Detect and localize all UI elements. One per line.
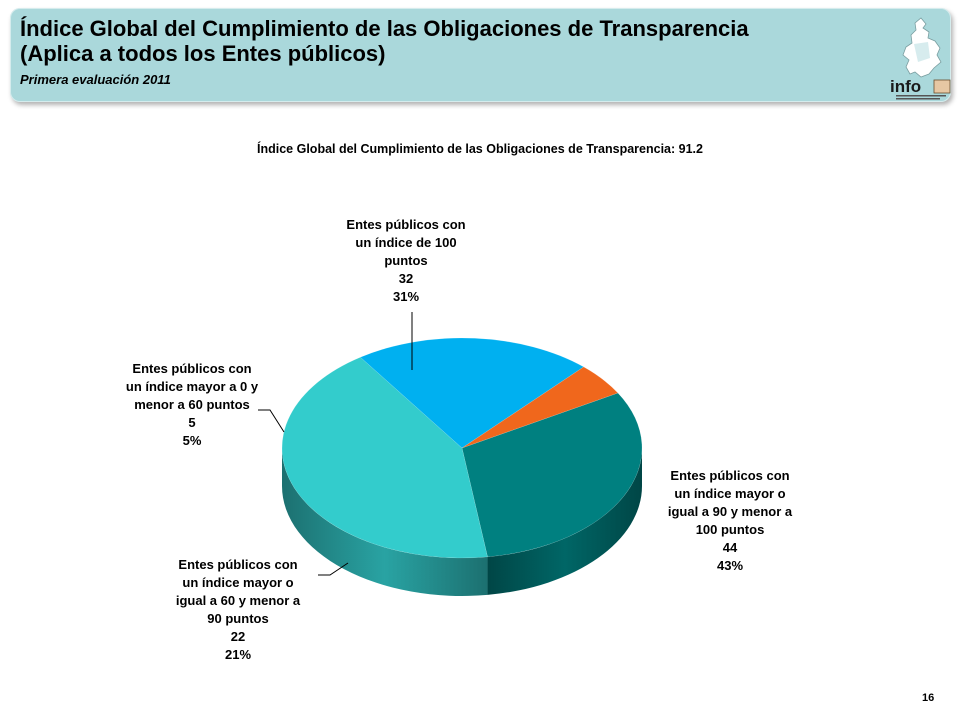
slice-label-100-value: 32	[398, 271, 414, 286]
slice-label-60-90: Entes públicos con un índice mayor o igu…	[158, 556, 318, 664]
slice-label-0-60: Entes públicos con un índice mayor a 0 y…	[110, 360, 274, 450]
info-logo-text: info	[890, 77, 921, 96]
slice-60-90	[359, 337, 585, 449]
slice-label-60-90-line1: Entes públicos con	[178, 557, 298, 572]
slice-90-100	[281, 356, 488, 559]
page-title-line2: (Aplica a todos los Entes públicos)	[20, 41, 386, 66]
info-df-logo: info	[890, 17, 951, 100]
slice-label-60-90-line3: igual a 60 y menor a	[175, 593, 301, 608]
slice-label-100-line3: puntos	[384, 253, 428, 268]
slice-label-0-60-value: 5	[188, 415, 196, 430]
page-number: 16	[922, 692, 935, 704]
slice-label-90-100-percent: 43%	[716, 558, 744, 573]
slice-label-90-100: Entes públicos con un índice mayor o igu…	[650, 467, 810, 575]
slice-90-100-side	[282, 448, 488, 596]
slice-label-0-60-line1: Entes públicos con	[132, 361, 252, 376]
slice-label-100-line2: un índice de 100	[355, 235, 457, 250]
slice-label-100-percent: 31%	[392, 289, 420, 304]
title-banner: Índice Global del Cumplimiento de las Ob…	[10, 8, 951, 102]
slice-label-90-100-value: 44	[722, 540, 738, 555]
slice-label-0-60-line3: menor a 60 puntos	[134, 397, 250, 412]
slice-100-side	[487, 448, 642, 595]
page-title-line1: Índice Global del Cumplimiento de las Ob…	[20, 16, 749, 41]
slice-label-100: Entes públicos con un índice de 100 punt…	[336, 216, 476, 306]
slice-label-0-60-percent: 5%	[182, 433, 202, 448]
leader-line-0-60	[258, 409, 285, 433]
page-subtitle: Primera evaluación 2011	[20, 72, 171, 87]
slice-label-60-90-value: 22	[230, 629, 246, 644]
slice-label-60-90-percent: 21%	[224, 647, 252, 662]
slice-label-90-100-line1: Entes públicos con	[670, 468, 790, 483]
slice-label-60-90-line2: un índice mayor o	[182, 575, 294, 590]
slice-label-100-line1: Entes públicos con	[346, 217, 466, 232]
slice-label-90-100-line3: igual a 90 y menor a	[667, 504, 793, 519]
slice-0-60	[461, 366, 619, 449]
slice-label-60-90-line4: 90 puntos	[207, 611, 269, 626]
leader-line-60-90	[318, 562, 349, 576]
slice-100	[461, 392, 643, 558]
slice-label-90-100-line2: un índice mayor o	[674, 486, 786, 501]
chart-title: Índice Global del Cumplimiento de las Ob…	[257, 142, 703, 156]
slice-label-90-100-line4: 100 puntos	[695, 522, 765, 537]
page-title: Índice Global del Cumplimiento de las Ob…	[20, 16, 749, 66]
slice-label-0-60-line2: un índice mayor a 0 y	[125, 379, 259, 394]
